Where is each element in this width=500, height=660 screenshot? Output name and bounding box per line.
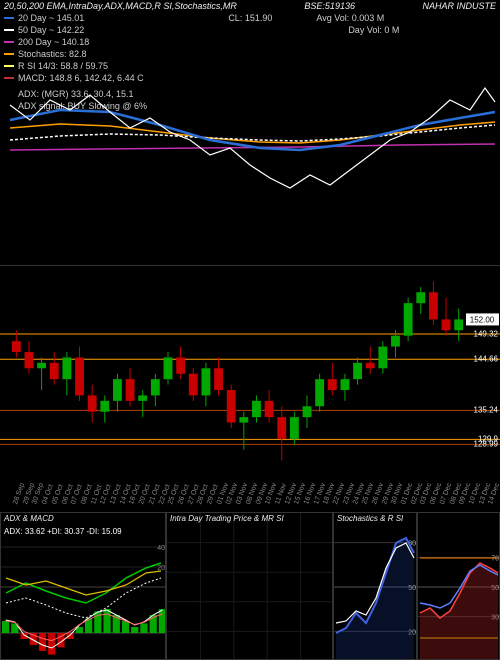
adx-macd-panel: ADX & MACD ADX: 33.62 +DI: 30.37 -DI: 15… — [0, 512, 166, 660]
date-axis: 28 Sep29 Sep30 Sep04 Oct05 Oct06 Oct07 O… — [0, 475, 500, 511]
svg-text:70: 70 — [491, 555, 499, 562]
intraday-panel: Intra Day Trading Price & MR SI — [166, 512, 333, 660]
stochastics-panel: Stochastics & R SI 205080 — [333, 512, 417, 660]
indicator-panels: ADX & MACD ADX: 33.62 +DI: 30.37 -DI: 15… — [0, 512, 500, 660]
candlestick-chart: 152.00 149.32144.66135.24129.9128.99 — [0, 265, 500, 475]
rsi-panel: 305070 — [417, 512, 500, 660]
ema-overlay-chart — [0, 10, 500, 260]
svg-text:40: 40 — [157, 545, 165, 552]
svg-text:152.00: 152.00 — [470, 315, 495, 324]
